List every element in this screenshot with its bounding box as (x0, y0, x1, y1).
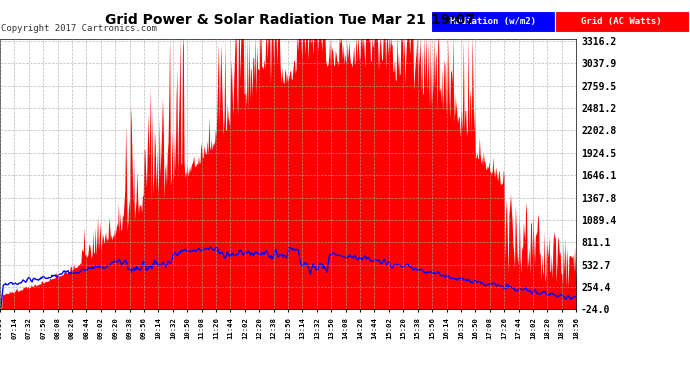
Text: Grid (AC Watts): Grid (AC Watts) (582, 17, 662, 26)
Text: Radiation (w/m2): Radiation (w/m2) (450, 17, 536, 26)
Bar (555, 11, 689, 32)
Text: Grid Power & Solar Radiation Tue Mar 21 19:07: Grid Power & Solar Radiation Tue Mar 21 … (105, 13, 475, 27)
Bar (431, 11, 555, 32)
Text: Copyright 2017 Cartronics.com: Copyright 2017 Cartronics.com (1, 24, 157, 33)
